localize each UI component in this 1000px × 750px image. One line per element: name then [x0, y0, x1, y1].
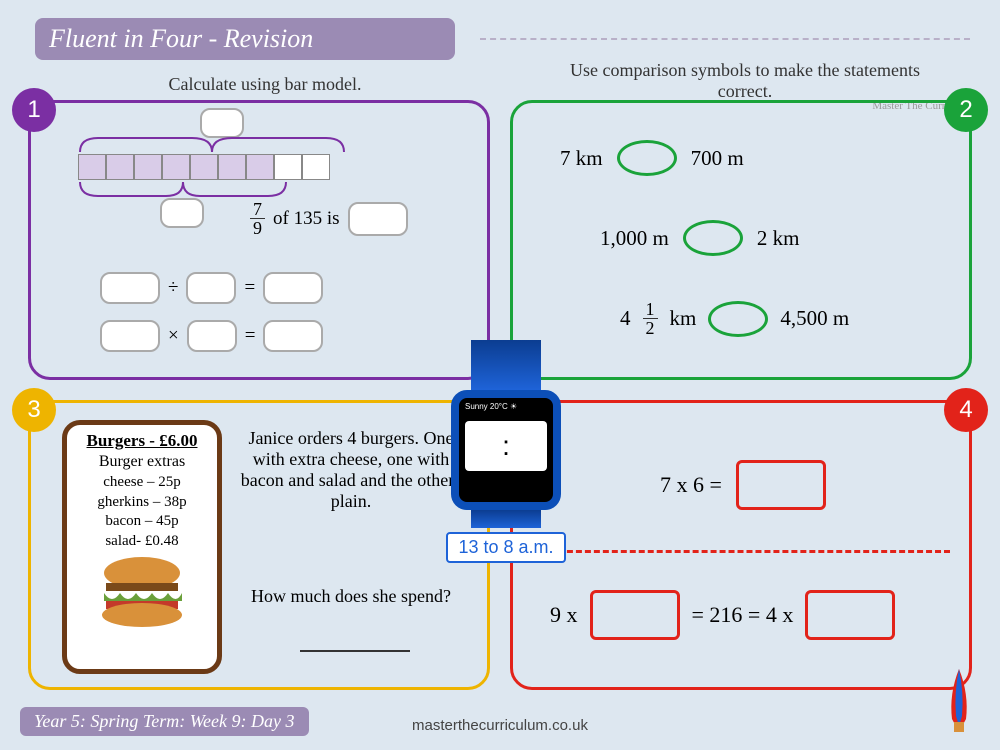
mul-box-2[interactable] [187, 320, 237, 352]
division-row: ÷ = [100, 272, 323, 304]
bar-brace-bottom [78, 180, 288, 198]
bar-brace-top [78, 136, 346, 154]
div-box-3[interactable] [263, 272, 323, 304]
panel-4 [510, 400, 972, 690]
comparison-row-1: 7 km 700 m [560, 140, 744, 176]
menu-subtitle: Burger extras [75, 453, 209, 471]
answer-box-4c[interactable] [805, 590, 895, 640]
watch-weather: Sunny 20°C ☀ [459, 398, 553, 415]
footer-label: Year 5: Spring Term: Week 9: Day 3 [20, 707, 309, 736]
comparison-row-2: 1,000 m 2 km [600, 220, 799, 256]
watch-time: : [465, 421, 547, 471]
panel-3-number: 3 [12, 388, 56, 432]
mult-row-2: 9 x = 216 = 4 x [550, 590, 895, 640]
panel-2-instruction: Use comparison symbols to make the state… [560, 60, 930, 102]
smartwatch: Sunny 20°C ☀ : 13 to 8 a.m. [446, 340, 566, 563]
answer-line[interactable] [300, 650, 410, 652]
menu-card: Burgers - £6.00 Burger extras cheese – 2… [62, 420, 222, 674]
footer-url: masterthecurriculum.co.uk [412, 717, 588, 734]
bar-model-bottom-box[interactable] [160, 198, 204, 228]
mult-row-1: 7 x 6 = [660, 460, 826, 510]
bar-model-top-box[interactable] [200, 108, 244, 138]
comparison-oval-3[interactable] [708, 301, 768, 337]
red-dashed-line [540, 550, 950, 553]
fraction-expression: 79 of 135 is [250, 200, 408, 237]
brand-logo-icon [934, 664, 984, 734]
panel-4-number: 4 [944, 388, 988, 432]
answer-box-fraction[interactable] [348, 202, 408, 236]
watch-caption: 13 to 8 a.m. [446, 532, 566, 563]
comparison-row-3: 4 12 km 4,500 m [620, 300, 849, 337]
panel-2-number: 2 [944, 88, 988, 132]
comparison-oval-2[interactable] [683, 220, 743, 256]
comparison-oval-1[interactable] [617, 140, 677, 176]
mul-box-1[interactable] [100, 320, 160, 352]
burger-icon [92, 553, 192, 633]
answer-box-4b[interactable] [590, 590, 680, 640]
div-box-2[interactable] [186, 272, 236, 304]
mul-box-3[interactable] [263, 320, 323, 352]
title-dashes [480, 38, 970, 40]
multiplication-row: × = [100, 320, 323, 352]
story-text-2: How much does she spend? [236, 586, 466, 607]
menu-title: Burgers - £6.00 [75, 431, 209, 451]
div-box-1[interactable] [100, 272, 160, 304]
panel-1-instruction: Calculate using bar model. [120, 74, 410, 95]
page-title: Fluent in Four - Revision [35, 18, 455, 60]
bar-model [78, 154, 330, 180]
panel-1-number: 1 [12, 88, 56, 132]
answer-box-4a[interactable] [736, 460, 826, 510]
menu-items: cheese – 25p gherkins – 38p bacon – 45p … [75, 473, 209, 551]
story-text-1: Janice orders 4 burgers. One with extra … [236, 428, 466, 512]
